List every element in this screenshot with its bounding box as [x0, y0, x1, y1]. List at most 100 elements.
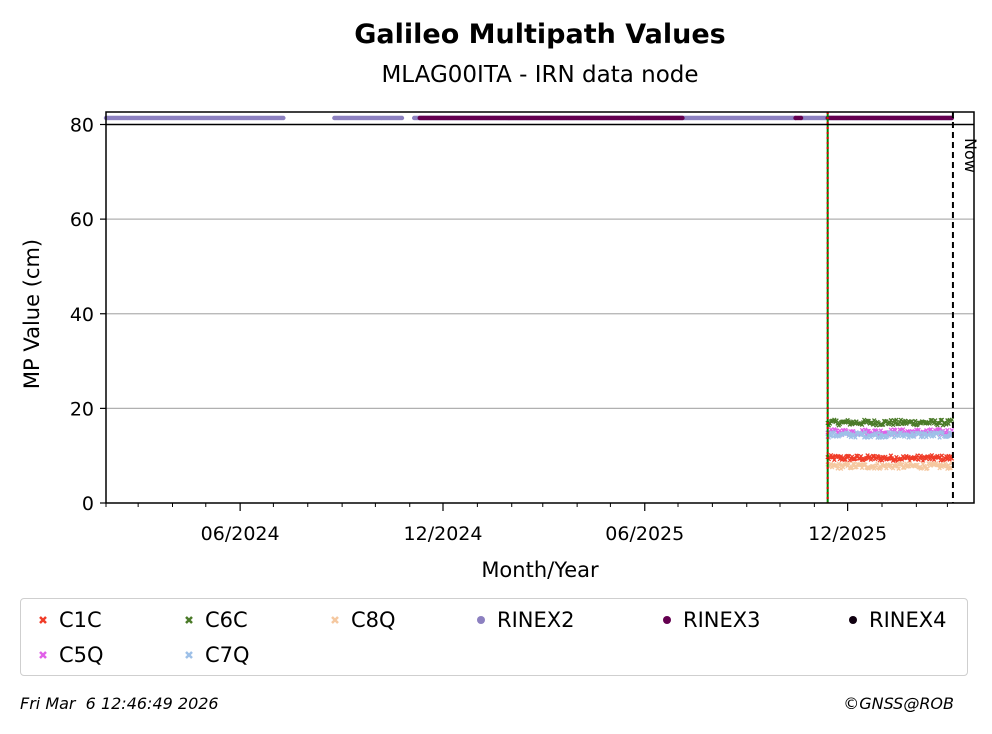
- data-point: [940, 431, 946, 436]
- dot-marker-icon: [477, 616, 485, 624]
- data-marks: [103, 115, 955, 472]
- x-tick-label: 06/2024: [201, 523, 280, 545]
- data-point: [937, 420, 942, 426]
- legend-label-rinex2: RINEX2: [497, 608, 575, 632]
- data-point: [949, 417, 955, 423]
- data-point: [870, 422, 876, 427]
- series-c8q: [825, 461, 955, 472]
- availability-dot: [798, 115, 804, 121]
- data-point: [939, 453, 945, 458]
- data-point: [846, 433, 851, 439]
- x-marker-icon: [39, 651, 47, 659]
- availability-dot: [399, 115, 405, 121]
- data-point: [858, 453, 864, 459]
- x-marker-icon: [39, 616, 47, 624]
- data-point: [927, 457, 932, 462]
- data-point: [922, 430, 928, 436]
- series-c1c: [825, 452, 955, 464]
- y-tick-label: 40: [70, 304, 94, 326]
- legend: C1C C6C C8Q RINEX2 RINEX3 RINEX4 C5Q C7Q: [20, 598, 968, 676]
- data-point: [939, 417, 945, 423]
- legend-label-c6c: C6C: [205, 608, 248, 632]
- data-point: [912, 418, 918, 424]
- x-marker-icon: [185, 616, 193, 624]
- availability-dot: [281, 115, 286, 121]
- footer-copyright: ©GNSS@ROB: [843, 694, 954, 713]
- x-tick-label: 12/2025: [808, 523, 887, 545]
- data-point: [926, 433, 931, 438]
- legend-label-rinex4: RINEX4: [869, 608, 947, 632]
- data-point: [901, 465, 907, 471]
- series-c6c: [825, 417, 955, 428]
- data-point: [832, 430, 837, 435]
- legend-label-c8q: C8Q: [351, 608, 396, 632]
- data-point: [859, 422, 865, 427]
- availability-dot: [680, 115, 685, 121]
- legend-label-rinex3: RINEX3: [683, 608, 761, 632]
- data-point: [928, 427, 934, 432]
- now-label: Now: [961, 138, 980, 173]
- plot-frame: [105, 111, 975, 504]
- y-tick-label: 0: [82, 493, 94, 515]
- data-point: [845, 453, 850, 459]
- data-point: [898, 462, 904, 467]
- data-point: [838, 454, 844, 459]
- x-marker-icon: [331, 616, 339, 624]
- legend-label-c5q: C5Q: [59, 643, 104, 667]
- reference-lines: [826, 112, 954, 503]
- y-tick-label: 20: [70, 398, 94, 420]
- y-tick-label: 80: [70, 115, 94, 137]
- legend-item-rinex3: RINEX3: [659, 607, 761, 633]
- legend-item-c6c: C6C: [181, 607, 248, 633]
- y-tick-label: 60: [70, 209, 94, 231]
- x-marker-icon: [185, 651, 193, 659]
- data-point: [875, 461, 880, 467]
- data-point: [894, 417, 899, 423]
- data-point: [937, 465, 942, 471]
- x-tick-label: 06/2025: [605, 523, 684, 545]
- axes: 0 20 40 60 80 06/2024 12/2024 06/2025 12/2025: [70, 115, 948, 545]
- chart-title: Galileo Multipath Values: [354, 19, 726, 50]
- series-c7q: [825, 429, 955, 440]
- data-point: [937, 435, 942, 440]
- dot-marker-icon: [663, 616, 671, 624]
- x-axis-label: Month/Year: [481, 558, 599, 582]
- data-point: [842, 457, 847, 462]
- legend-item-c7q: C7Q: [181, 642, 250, 668]
- legend-item-rinex4: RINEX4: [845, 607, 947, 633]
- data-point: [899, 462, 905, 467]
- x-tick-label: 12/2024: [404, 523, 483, 545]
- y-axis-label: MP Value (cm): [20, 239, 44, 389]
- data-point: [835, 466, 840, 471]
- data-point: [863, 462, 868, 467]
- legend-item-c5q: C5Q: [35, 642, 104, 668]
- legend-label-c1c: C1C: [59, 608, 102, 632]
- dot-marker-icon: [849, 616, 857, 624]
- data-point: [888, 453, 894, 458]
- data-point: [944, 464, 949, 469]
- data-point: [932, 418, 938, 423]
- data-point: [927, 421, 932, 426]
- data-point: [871, 418, 877, 423]
- data-point: [948, 465, 953, 471]
- footer-timestamp: Fri Mar 6 12:46:49 2026: [20, 694, 219, 713]
- chart-subtitle: MLAG00ITA - IRN data node: [381, 62, 698, 88]
- data-point: [928, 463, 934, 468]
- gridlines: [106, 218, 974, 409]
- data-point: [859, 465, 865, 471]
- data-point: [865, 453, 870, 458]
- data-point: [948, 454, 953, 459]
- legend-label-c7q: C7Q: [205, 643, 250, 667]
- data-point: [879, 422, 885, 427]
- legend-item-c1c: C1C: [35, 607, 102, 633]
- data-point: [880, 422, 886, 427]
- data-point: [925, 466, 930, 471]
- data-point: [837, 428, 843, 434]
- data-point: [843, 457, 848, 462]
- data-point: [942, 461, 948, 467]
- data-point: [896, 466, 901, 471]
- data-point: [863, 430, 868, 435]
- legend-item-c8q: C8Q: [327, 607, 396, 633]
- data-point: [846, 461, 851, 467]
